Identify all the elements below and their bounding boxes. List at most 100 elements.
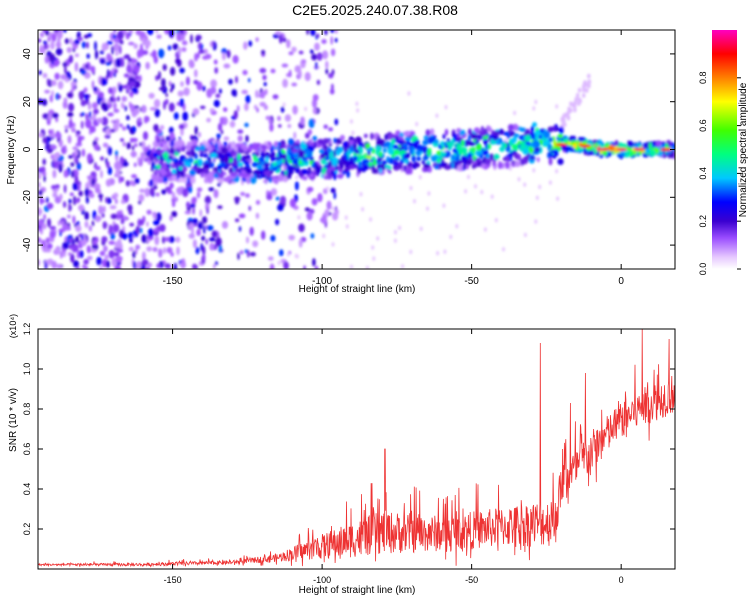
heatmap-noise-blob	[152, 49, 157, 59]
heatmap-noise-blob	[153, 124, 159, 132]
heatmap-signal-blob	[217, 177, 224, 183]
heatmap-signal-blob	[513, 152, 518, 158]
heatmap-noise-blob	[214, 67, 219, 74]
heatmap-noise-blob	[105, 61, 111, 66]
heatmap-noise-blob	[188, 186, 193, 194]
heatmap-noise-blob	[99, 58, 106, 65]
heatmap-noise-blob	[118, 84, 123, 93]
heatmap-noise-blob	[131, 58, 138, 63]
heatmap-noise-blob	[436, 251, 440, 256]
heatmap-noise-blob	[328, 127, 334, 132]
heatmap-noise-blob	[344, 215, 348, 220]
heatmap-noise-blob	[218, 88, 222, 94]
heatmap-noise-blob	[321, 215, 327, 225]
heatmap-noise-blob	[120, 138, 124, 142]
heatmap-noise-blob	[85, 113, 89, 121]
heatmap-noise-blob	[173, 262, 178, 269]
heatmap-noise-blob	[204, 195, 212, 205]
heatmap-noise-blob	[186, 201, 190, 209]
heatmap-noise-blob	[107, 166, 113, 175]
heatmap-noise-blob	[60, 74, 67, 80]
heatmap-noise-blob	[144, 266, 151, 269]
heatmap-noise-blob	[94, 50, 99, 60]
heatmap-signal-blob	[199, 144, 206, 151]
heatmap-signal-blob	[558, 126, 564, 135]
heatmap-noise-blob	[92, 102, 98, 109]
heatmap-noise-blob	[87, 102, 92, 110]
heatmap-noise-blob	[73, 260, 80, 268]
heatmap-noise-blob	[117, 30, 124, 40]
heatmap-noise-blob	[277, 204, 284, 212]
heatmap-noise-blob	[213, 59, 218, 65]
heatmap-noise-blob	[275, 218, 280, 226]
heatmap-noise-blob	[74, 53, 80, 58]
heatmap-noise-blob	[100, 170, 103, 179]
heatmap-signal-blob	[566, 146, 570, 152]
heatmap-signal-blob	[243, 155, 249, 160]
heatmap-signal-blob	[533, 140, 541, 148]
heatmap-noise-blob	[245, 135, 249, 143]
heatmap-signal-blob	[548, 157, 553, 166]
heatmap-signal-blob	[507, 124, 514, 131]
heatmap-noise-blob	[70, 253, 75, 263]
heatmap-noise-blob	[112, 122, 119, 132]
heatmap-noise-blob	[282, 78, 288, 88]
heatmap-noise-blob	[144, 187, 150, 197]
heatmap-signal-blob	[263, 170, 271, 176]
heatmap-noise-blob	[237, 252, 240, 260]
heatmap-noise-blob	[314, 265, 319, 269]
heatmap-signal-blob	[186, 141, 194, 147]
heatmap-signal-blob	[349, 139, 354, 146]
heatmap-noise-blob	[107, 112, 114, 117]
heatmap-noise-blob	[121, 96, 128, 102]
heatmap-noise-blob	[292, 105, 298, 115]
heatmap-noise-blob	[50, 40, 55, 50]
heatmap-noise-blob	[47, 243, 53, 250]
heatmap-signal-blob	[385, 141, 391, 147]
heatmap-noise-blob	[107, 103, 112, 109]
heatmap-signal-blob	[319, 148, 325, 154]
heatmap-noise-blob	[112, 223, 120, 233]
heatmap-noise-blob	[58, 139, 63, 148]
heatmap-noise-blob	[78, 204, 85, 212]
heatmap-noise-blob	[260, 90, 266, 99]
heatmap-noise-blob	[415, 121, 419, 127]
heatmap-peak-blob	[615, 148, 628, 151]
colorbar: 0.0 0.2 0.4 0.6 0.8 Normalized spectral ampl…	[698, 30, 749, 275]
heatmap-noise-blob	[195, 34, 202, 41]
heatmap-noise-blob	[75, 236, 80, 243]
heatmap-signal-blob	[362, 164, 369, 171]
heatmap-noise-blob	[63, 169, 69, 178]
heatmap-noise-blob	[532, 168, 536, 173]
heatmap-signal-blob	[655, 140, 662, 148]
heatmap-signal-blob	[155, 169, 160, 174]
heatmap-noise-blob	[234, 218, 240, 223]
heatmap-noise-blob	[80, 120, 84, 129]
heatmap-signal-blob	[235, 143, 242, 148]
heatmap-noise-blob	[86, 245, 91, 254]
heatmap-noise-blob	[334, 118, 339, 126]
heatmap-signal-blob	[370, 132, 374, 140]
snr-plot-area	[38, 329, 675, 569]
heatmap-noise-blob	[158, 71, 161, 80]
heatmap-noise-blob	[164, 236, 170, 242]
heatmap-noise-blob	[41, 171, 47, 176]
heatmap-noise-blob	[409, 249, 413, 255]
heatmap-noise-blob	[238, 213, 246, 219]
heatmap-signal-blob	[648, 142, 652, 151]
heatmap-noise-blob	[93, 86, 98, 92]
heatmap-signal-blob	[427, 148, 431, 157]
heatmap-signal-blob	[387, 147, 395, 155]
heatmap-signal-blob	[317, 138, 324, 145]
heatmap-noise-blob	[159, 224, 166, 232]
heatmap-noise-blob	[321, 39, 327, 44]
heatmap-noise-blob	[124, 54, 130, 59]
heatmap-noise-blob	[105, 260, 110, 269]
heatmap-signal-blob	[327, 161, 332, 168]
heatmap-signal-blob	[357, 161, 363, 168]
heatmap-noise-blob	[76, 249, 81, 259]
heatmap-signal-blob	[234, 177, 239, 182]
heatmap-signal-blob	[352, 143, 357, 150]
heatmap-noise-blob	[268, 118, 272, 125]
heatmap-signal-blob	[512, 123, 519, 131]
